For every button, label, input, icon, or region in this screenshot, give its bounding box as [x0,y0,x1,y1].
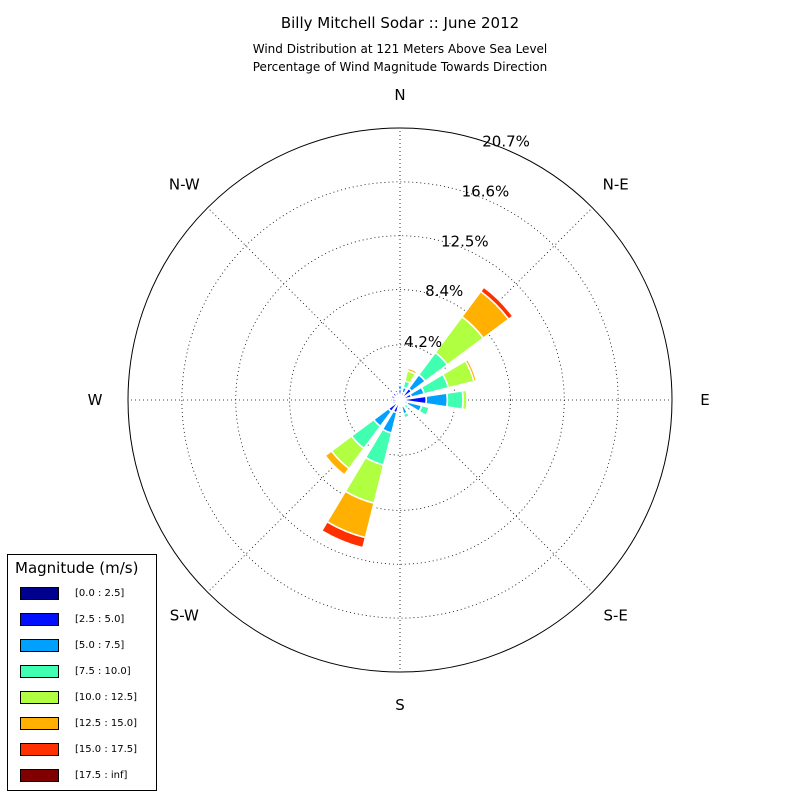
wind-bar-segment [479,286,514,321]
direction-label: N [394,86,405,104]
legend-label: [10.0 : 12.5] [75,692,138,703]
legend-swatch [20,665,59,678]
legend-swatch [20,691,59,704]
radial-grid-ring [289,289,511,511]
direction-label: N-W [169,175,200,193]
wind-bar-segment [396,384,404,391]
outer-circle [127,127,673,673]
direction-label: S-W [170,607,199,625]
radial-tick-label: 20.7% [482,133,530,151]
legend-label: [7.5 : 10.0] [75,666,131,677]
wind-bar-segment [393,388,400,395]
angular-grid-line [207,399,401,593]
direction-label: E [700,391,709,409]
wind-bar-segment [406,367,418,376]
wind-bar-segment [402,402,410,410]
legend-label: [0.0 : 2.5] [75,588,125,599]
wind-bar-segment [320,520,367,549]
wind-bar-segment [397,405,403,410]
radial-tick-label: 12.5% [441,232,489,250]
wind-bar-segment [388,393,394,399]
legend-title: Magnitude (m/s) [15,559,139,577]
legend-label: [17.5 : inf] [75,770,128,781]
radial-tick-label: 16.6% [462,182,510,200]
wind-bar-segment [323,449,351,477]
legend-swatch [20,587,59,600]
wind-bar-segment [390,400,395,406]
wind-bar-segment [390,390,396,396]
legend-swatch [20,639,59,652]
legend-label: [12.5 : 15.0] [75,718,138,729]
chart-subtitle-line-1: Wind Distribution at 121 Meters Above Se… [253,42,548,56]
direction-label: W [88,391,103,409]
chart-subtitle-line-2: Percentage of Wind Magnitude Towards Dir… [253,60,547,74]
radial-tick-label: 4.2% [404,333,442,351]
wind-bar-segment [464,358,478,383]
legend: Magnitude (m/s) [0.0 : 2.5] [2.5 : 5.0] [5… [7,554,157,791]
chart-title: Billy Mitchell Sodar :: June 2012 [281,14,519,32]
legend-label: [2.5 : 5.0] [75,614,125,625]
radial-tick-label: 8.4% [425,282,463,300]
radial-grid-ring [181,181,619,619]
legend-label: [15.0 : 17.5] [75,744,138,755]
legend-label: [5.0 : 7.5] [75,640,125,651]
legend-swatch [20,613,59,626]
wind-bars [127,127,673,673]
wind-bar-segment [445,389,464,411]
axis-labels: N N-E E S-E S S-W W N-W 4.2% 8.4% 12.5% 16.6% 20.7% [88,86,710,714]
wind-bar-segment [425,392,449,408]
direction-label: S-E [603,607,627,625]
wind-bar-segment [402,411,411,419]
angular-grid-line [399,399,593,593]
legend-swatch [20,769,59,782]
wind-bar-segment [418,404,431,417]
legend-swatch [20,717,59,730]
direction-label: N-E [603,175,629,193]
direction-label: S [395,696,405,714]
angular-grid-line [207,207,401,401]
legend-swatch [20,743,59,756]
wind-bar-segment [461,389,468,411]
